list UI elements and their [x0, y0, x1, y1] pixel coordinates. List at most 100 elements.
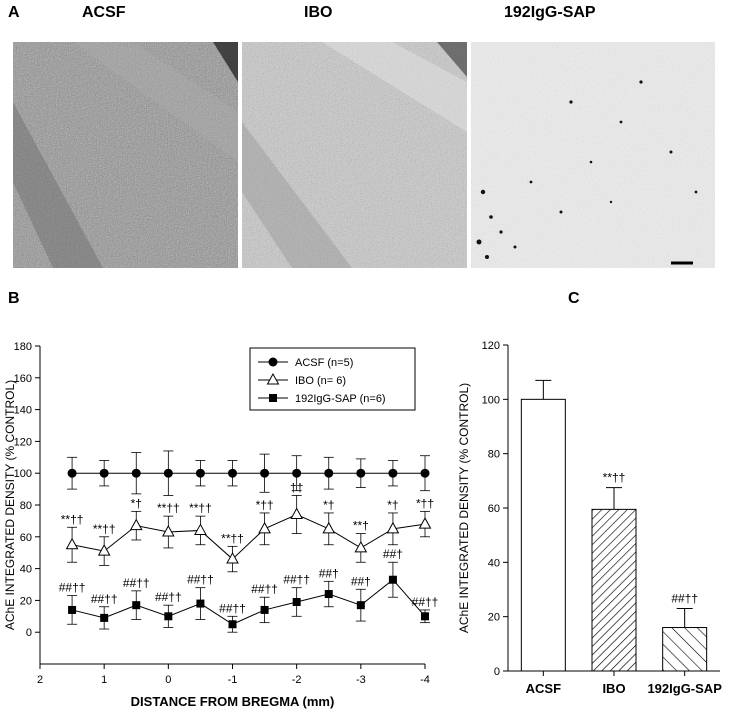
y-tick-label: 160: [14, 373, 32, 385]
data-point: [100, 613, 109, 622]
micrograph-ibo: [242, 42, 467, 268]
y-tick-label: 80: [20, 500, 32, 512]
category-label: ACSF: [526, 681, 561, 696]
significance-label: **††: [221, 531, 244, 545]
data-point: [228, 620, 237, 629]
series-1: [67, 450, 430, 496]
x-tick-label: -2: [292, 674, 302, 686]
data-point: [356, 468, 366, 478]
data-point: [67, 468, 77, 478]
data-point: [196, 599, 205, 608]
significance-label: ##††: [412, 595, 439, 609]
significance-label: ##†: [383, 547, 403, 561]
significance-label: ††: [290, 480, 303, 494]
data-point: [260, 605, 269, 614]
y-axis-label: AChE INTEGRATED DENSITY (% CONTROL): [3, 380, 17, 630]
y-tick-label: 40: [20, 564, 32, 576]
data-point: [354, 540, 368, 553]
significance-label: *†: [387, 498, 398, 512]
x-axis-label: DISTANCE FROM BREGMA (mm): [131, 694, 335, 709]
series-line: [71, 579, 426, 625]
data-point: [129, 518, 143, 531]
y-tick-label: 60: [488, 503, 500, 515]
data-point: [97, 544, 111, 556]
data-point: [260, 468, 270, 478]
data-point: [68, 605, 77, 614]
data-point: [258, 521, 271, 534]
y-axis-label: AChE INTEGRATED DENSITY (% CONTROL): [457, 383, 471, 633]
significance-label: ##††: [123, 576, 150, 590]
bar-chart-axes: 0 20 40 60 80 100 120 AChE INTEGRATED DENSITY (…: [457, 340, 720, 678]
micrograph-label-acsf: ACSF: [82, 4, 126, 21]
data-point: [420, 468, 430, 478]
data-point: [164, 612, 173, 621]
legend-box: [249, 347, 416, 411]
y-tick-label: 180: [14, 341, 32, 353]
significance-label: **††: [189, 501, 212, 515]
significance-label: ##††: [251, 582, 278, 596]
data-point: [131, 468, 141, 478]
significance-label: ##††: [671, 592, 698, 606]
bar-chart-marks: ACSF IBO **†† 192IgG-SAP ##††: [520, 379, 722, 696]
significance-label: ##††: [187, 573, 214, 587]
data-point: [418, 517, 432, 529]
x-tick-label: 1: [101, 674, 107, 686]
significance-label: ##††: [91, 592, 118, 606]
legend-label: IBO (n= 6): [295, 375, 346, 387]
legend-label: 192IgG-SAP (n=6): [295, 393, 386, 405]
significance-label: ##††: [59, 581, 86, 595]
legend-label: ACSF (n=5): [295, 357, 353, 369]
y-tick-label: 80: [488, 449, 500, 461]
line-chart-marks: **†† **†† *† **†† **†† **†† *†† †† *† **† *† *†† ##†…: [59, 450, 439, 633]
x-tick-label: 2: [37, 674, 43, 686]
data-point: [99, 468, 109, 478]
legend-marker: [268, 357, 278, 367]
significance-label: *††: [416, 496, 434, 510]
data-point: [386, 521, 400, 534]
line-chart-legend: ACSF (n=5) IBO (n= 6) 192IgG-SAP (n=6): [249, 347, 416, 411]
significance-label: **††: [93, 522, 116, 536]
y-tick-label: 140: [14, 405, 32, 417]
legend-marker: [269, 394, 277, 402]
panel-a-letter: A: [8, 4, 20, 21]
data-point: [292, 597, 301, 606]
panel-c-letter: C: [568, 290, 580, 307]
micrograph-192igg-sap: [471, 42, 715, 268]
x-tick-label: -3: [356, 674, 366, 686]
bar-acsf: [520, 398, 566, 672]
data-point: [324, 468, 334, 478]
x-tick-label: 0: [165, 674, 171, 686]
x-tick-label: -4: [420, 674, 430, 686]
significance-label: **†: [353, 519, 369, 533]
data-point: [356, 601, 365, 610]
data-point: [290, 507, 304, 520]
y-tick-label: 120: [482, 340, 500, 352]
data-point: [421, 612, 429, 621]
series-2: **†† **†† *† **†† **†† **†† *†† †† *† **† *† *††: [61, 480, 434, 573]
y-tick-label: 120: [14, 436, 32, 448]
category-label: IBO: [602, 681, 625, 696]
data-point: [228, 468, 237, 478]
significance-label: ##††: [155, 590, 182, 604]
data-point: [388, 468, 398, 478]
data-point: [292, 468, 302, 478]
y-tick-label: 0: [494, 666, 500, 678]
significance-label: *††: [256, 498, 274, 512]
significance-label: ##††: [283, 573, 310, 587]
y-tick-label: 60: [20, 532, 32, 544]
data-point: [194, 523, 207, 535]
micrograph-acsf: [13, 42, 238, 268]
line-chart-axes: 0 20 40 60 80 100 120 140 160 180 2 1 0 -1 -2 -3 -4 DISTA…: [3, 341, 430, 709]
data-point: [226, 552, 239, 564]
micrograph-label-192igg-sap: 192IgG-SAP: [504, 4, 596, 21]
series-3: ##†† ##†† ##†† ##†† ##†† ##†† ##†† ##†† ##† ##† ##…: [59, 547, 439, 633]
data-point: [195, 468, 205, 478]
y-tick-label: 0: [26, 627, 32, 639]
significance-label: **††: [157, 501, 180, 515]
y-tick-label: 100: [14, 468, 32, 480]
y-tick-label: 40: [488, 557, 500, 569]
series-line: [71, 513, 426, 560]
significance-label: ##†: [351, 574, 371, 588]
legend-marker: [266, 372, 280, 385]
line-chart: 0 20 40 60 80 100 120 140 160 180 2 1 0 -1 -2 -3 -4 DISTA…: [3, 341, 439, 709]
